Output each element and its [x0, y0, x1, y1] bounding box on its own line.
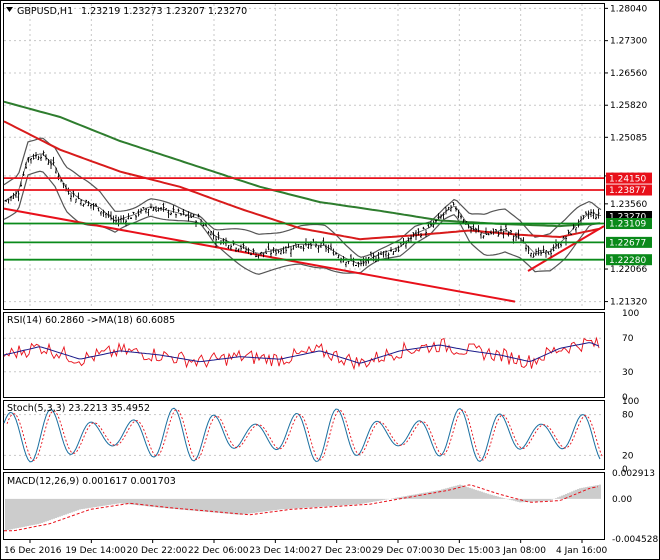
symbol-label: GBPUSD,H1	[17, 6, 73, 17]
price-tick-label: 1.25820	[610, 101, 647, 111]
level-tag: 1.22280	[606, 254, 652, 266]
stoch-signal-line	[6, 408, 604, 461]
macd-panel[interactable]: MACD(12,26,9) 0.001617 0.001703	[3, 472, 605, 540]
level-tag: 1.22677	[606, 236, 652, 249]
macd-tick-label: 0.00	[612, 495, 632, 505]
level-tag-label: 1.23877	[609, 186, 646, 196]
level-tag-label: 1.24150	[609, 174, 646, 184]
stoch-content	[3, 407, 604, 463]
rsi-panel[interactable]: RSI(14) 60.2860 ->MA(18) 60.6085	[3, 312, 605, 398]
macd-content	[4, 484, 601, 532]
stoch-axis: 100 80 20 0	[622, 397, 639, 475]
level-tag: 1.23877	[606, 184, 652, 196]
level-tag-bg	[606, 254, 652, 266]
level-tag-bg	[606, 210, 652, 222]
rsi-title: RSI(14) 60.2860 ->MA(18) 60.6085	[7, 315, 175, 326]
level-tag: 1.23270	[606, 210, 652, 223]
rsi-content	[3, 336, 604, 373]
stoch-tick-label: 20	[622, 451, 634, 461]
level-tag-bg	[606, 218, 652, 230]
time-tick-label: 20 Dec 22:00	[127, 546, 188, 556]
rsi-ma-line	[3, 342, 600, 364]
level-tag: 1.24150	[606, 172, 652, 184]
stoch-panel-frame	[3, 400, 605, 470]
triangle-down-icon[interactable]	[6, 7, 13, 12]
price-tick-label: 1.21320	[610, 298, 647, 308]
price-tick-label: 1.23560	[610, 200, 647, 210]
price-tick-label: 1.22066	[610, 265, 647, 275]
rsi-tick-label: 70	[622, 334, 634, 344]
time-tick-label: 22 Dec 06:00	[188, 546, 249, 556]
price-grid	[4, 4, 604, 309]
stoch-tick-label: 0	[622, 465, 628, 475]
level-tag-label: 1.23109	[609, 220, 646, 230]
rsi-tick-label: 100	[622, 309, 639, 319]
level-tag-bg	[606, 236, 652, 248]
rsi-tick-label: 30	[622, 368, 634, 378]
macd-axis: 0.002913 0.00 -0.004528	[612, 469, 658, 545]
level-tag-bg	[606, 172, 652, 184]
level-tag-label: 1.22677	[609, 239, 646, 249]
price-tick-label: 1.28040	[610, 4, 647, 14]
time-tick-label: 27 Dec 23:00	[311, 546, 372, 556]
macd-tick-label: 0.002913	[612, 469, 655, 479]
stoch-tick-label: 100	[622, 397, 639, 407]
stoch-main-line	[3, 407, 601, 463]
stoch-tick-label: 80	[622, 411, 634, 421]
level-tag-bg	[606, 184, 652, 196]
rsi-tick-label: 0	[622, 393, 628, 403]
price-panel-frame	[3, 3, 605, 310]
price-tick-label: 1.27300	[610, 37, 647, 47]
macd-signal-line	[4, 484, 599, 532]
time-tick-label: 30 Dec 15:00	[433, 546, 494, 556]
time-tick-label: 23 Dec 14:00	[249, 546, 310, 556]
time-tick-label: 19 Dec 14:00	[65, 546, 126, 556]
time-tick-label: 29 Dec 07:00	[372, 546, 433, 556]
time-tick-label: 16 Dec 2016	[4, 546, 62, 556]
price-tick-label: 1.25085	[610, 133, 647, 143]
rsi-panel-frame	[3, 312, 605, 398]
time-axis: 16 Dec 2016 19 Dec 14:00 20 Dec 22:00 22 De…	[4, 539, 608, 556]
ohlc-label: 1.23219 1.23273 1.23207 1.23270	[81, 6, 247, 17]
macd-tick-label: -0.004528	[612, 535, 658, 545]
price-panel[interactable]: GBPUSD,H1 1.23219 1.23273 1.23207 1.2327…	[3, 3, 605, 310]
level-tag-label: 1.22280	[609, 256, 646, 266]
rsi-axis: 100 70 30 0	[622, 309, 639, 403]
level-tag-label: 1.23270	[609, 213, 646, 223]
level-tag: 1.23109	[606, 218, 652, 230]
price-axis: 1.280401.273001.265601.258201.250851.242…	[604, 4, 652, 308]
band-upper-line	[3, 137, 602, 258]
stoch-panel[interactable]: Stoch(5,3,3) 23.2213 35.4952	[3, 400, 605, 470]
macd-title: MACD(12,26,9) 0.001617 0.001703	[7, 476, 176, 487]
price-tick-label: 1.26560	[610, 69, 647, 79]
time-tick-label: 4 Jan 16:00	[556, 546, 608, 556]
stoch-title: Stoch(5,3,3) 23.2213 35.4952	[7, 403, 150, 414]
time-tick-label: 3 Jan 08:00	[495, 546, 547, 556]
price-content	[3, 100, 605, 303]
ohlc-bars	[5, 150, 600, 268]
up-trendline	[527, 225, 605, 272]
